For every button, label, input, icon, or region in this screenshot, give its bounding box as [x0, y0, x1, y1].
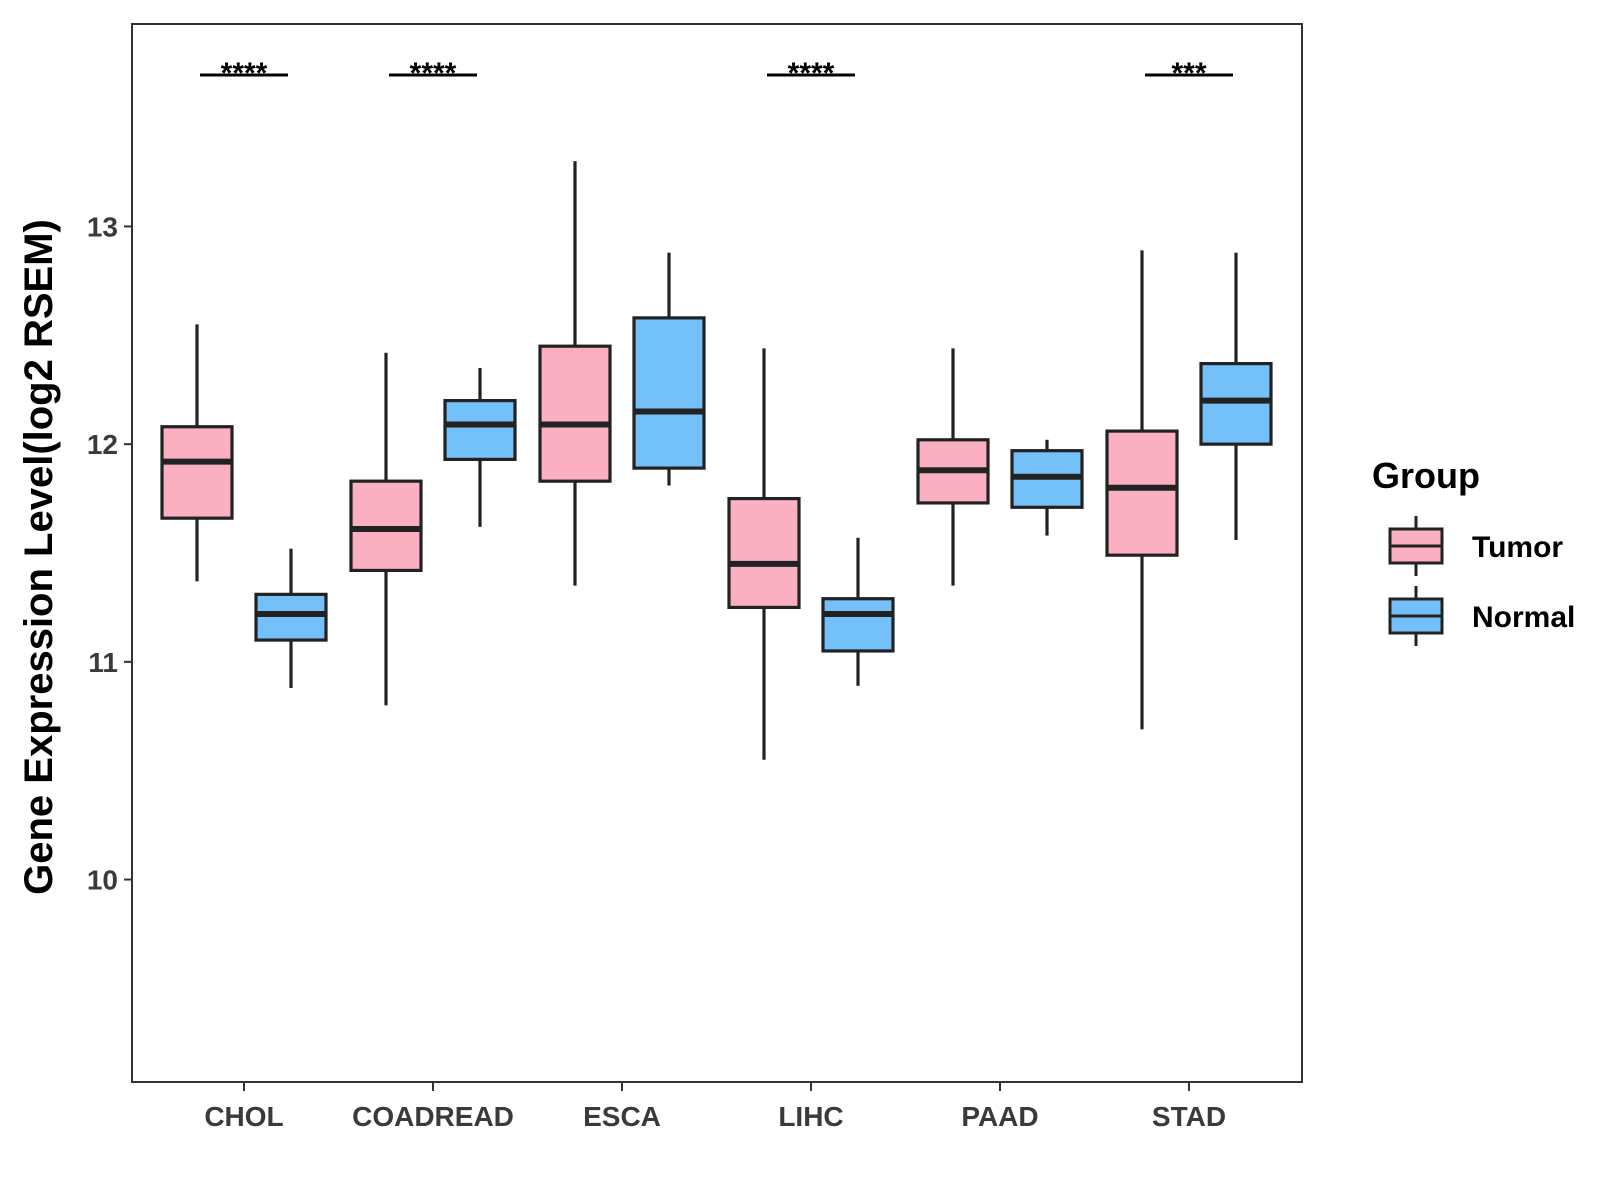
box-normal-stad [1199, 252, 1273, 540]
box-tumor-lihc [727, 348, 801, 760]
box-iqr [538, 344, 612, 483]
legend-label: Normal [1472, 601, 1575, 634]
y-tick-label: 12 [87, 429, 118, 460]
y-tick-label: 11 [88, 647, 118, 678]
box-tumor-coadread [349, 352, 423, 706]
box-normal-paad [1010, 439, 1084, 536]
legend-item-tumor: Tumor [1388, 516, 1563, 576]
x-tick-label: ESCA [583, 1101, 661, 1132]
box-normal-coadread [443, 367, 517, 527]
significance-label: **** [221, 57, 268, 90]
x-tick-label: COADREAD [352, 1101, 514, 1132]
legend-title: Group [1372, 455, 1480, 496]
box-iqr [254, 592, 328, 642]
box-normal-esca [632, 252, 706, 486]
plot-area: **** **** **** *** [160, 57, 1273, 760]
box-tumor-chol [160, 324, 234, 582]
box-tumor-esca [538, 161, 612, 586]
y-tick-label: 10 [87, 865, 118, 896]
box-iqr [443, 399, 517, 461]
box-iqr [821, 597, 895, 653]
box-normal-chol [254, 548, 328, 688]
legend-item-normal: Normal [1388, 586, 1575, 646]
x-tick-label: PAAD [961, 1101, 1038, 1132]
legend-label: Tumor [1472, 531, 1563, 564]
box-iqr [727, 496, 801, 610]
box-normal-lihc [821, 537, 895, 686]
significance-label: **** [788, 57, 835, 90]
y-axis-title: Gene Expression Level(log2 RSEM) [17, 219, 61, 895]
box-iqr [1199, 362, 1273, 446]
significance-label: *** [1171, 57, 1206, 90]
axes: 10 11 12 13 CHOL COADREAD ESCA LIHC PAAD STAD [87, 23, 1303, 1132]
box-tumor-paad [916, 348, 990, 586]
legend: Group Tumor Normal [1372, 455, 1575, 646]
x-tick-label: LIHC [778, 1101, 843, 1132]
significance-label: **** [410, 57, 457, 90]
box-iqr [349, 479, 423, 573]
x-tick-label: CHOL [204, 1101, 283, 1132]
y-tick-label: 13 [87, 211, 118, 242]
box-iqr [160, 425, 234, 520]
box-iqr [1105, 429, 1179, 557]
box-iqr [632, 316, 706, 470]
x-tick-label: STAD [1152, 1101, 1226, 1132]
plot-panel-border [131, 23, 1303, 1083]
box-tumor-stad [1105, 250, 1179, 730]
